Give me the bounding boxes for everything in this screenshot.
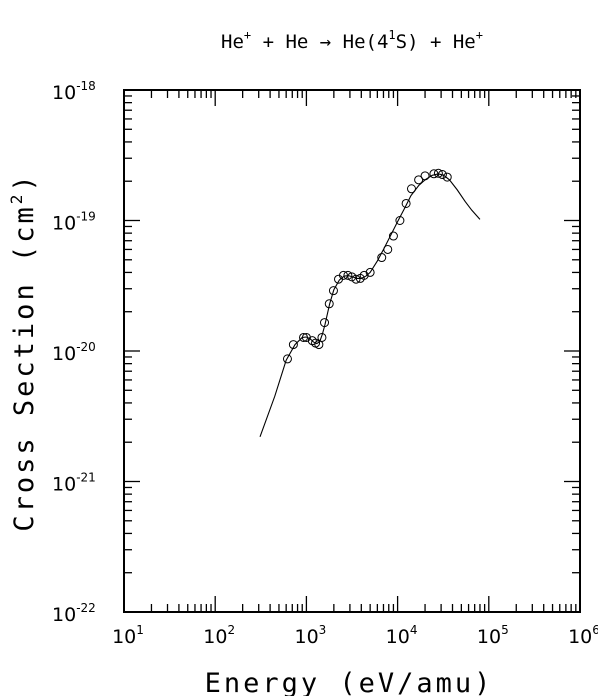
fit-curve <box>259 173 481 437</box>
data-point <box>383 244 393 254</box>
y-tick-label: 10-18 <box>52 79 96 104</box>
data-point <box>406 184 416 194</box>
data-point <box>442 172 452 182</box>
data-point <box>359 270 369 280</box>
x-tick-labels: 101 102 103 104 105 106 <box>112 623 598 648</box>
title-part-1: He <box>221 31 244 53</box>
x-tick-label: 104 <box>386 623 418 648</box>
data-point <box>429 169 439 179</box>
data-point <box>377 253 387 263</box>
x-tick-label: 102 <box>203 623 235 648</box>
data-point <box>299 332 309 342</box>
data-point <box>433 168 443 178</box>
chart-title: He+ + He → He(41S) + He+ <box>221 28 483 53</box>
data-point <box>324 299 334 309</box>
data-point <box>365 267 375 277</box>
title-sup-1: + <box>244 28 251 42</box>
y-axis-label-base: Cross Section (cm <box>9 204 40 531</box>
data-point <box>338 270 348 280</box>
data-point <box>328 286 338 296</box>
data-point <box>395 216 405 225</box>
y-tick-label: 10-21 <box>52 471 96 496</box>
x-tick-label: 105 <box>477 623 509 648</box>
title-sup-3: + <box>476 28 483 42</box>
data-point <box>317 332 327 342</box>
y-axis-label-sup: 2 <box>7 192 26 205</box>
axis-ticks <box>123 90 580 613</box>
data-point <box>414 175 424 185</box>
data-point <box>282 354 292 364</box>
y-tick-label: 10-19 <box>52 210 96 235</box>
data-point <box>343 270 353 280</box>
title-sup-2: 1 <box>388 28 395 42</box>
x-tick-label: 103 <box>294 623 326 648</box>
data-point <box>420 171 430 181</box>
y-tick-label: 10-20 <box>52 340 96 365</box>
y-axis-label-end: ) <box>9 172 40 191</box>
y-tick-labels: 10-22 10-21 10-20 10-19 10-18 <box>52 79 96 626</box>
data-point <box>388 231 398 241</box>
title-part-2: + He → He(4 <box>251 31 388 53</box>
x-tick-label: 106 <box>568 623 598 648</box>
x-axis-label: Energy (eV/amu) <box>205 668 494 696</box>
plot-frame <box>123 89 581 613</box>
data-point <box>351 274 361 284</box>
y-tick-label: 10-22 <box>52 601 96 626</box>
data-point <box>401 198 411 208</box>
data-point <box>320 318 330 328</box>
x-tick-label: 101 <box>112 623 144 648</box>
y-axis-label: Cross Section (cm2) <box>7 172 40 531</box>
title-part-3: S) + He <box>396 31 476 53</box>
series-layer <box>259 168 481 437</box>
data-point <box>288 340 298 350</box>
data-point <box>437 170 447 180</box>
